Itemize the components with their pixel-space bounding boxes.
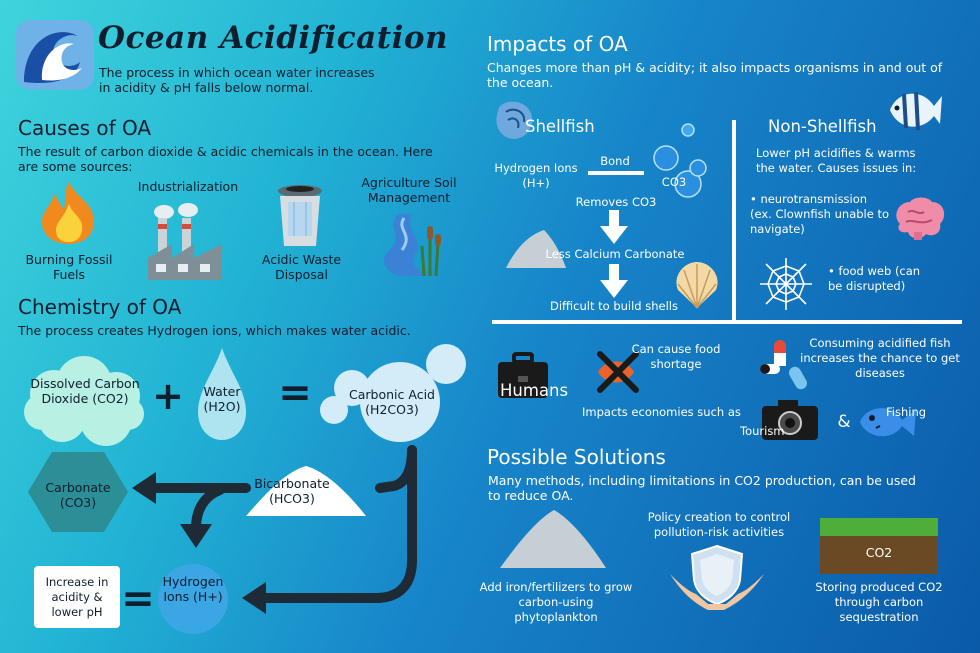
removes-co3-label: Removes CO3 <box>575 195 657 209</box>
policy-solution-label: Policy creation to control pollution-ris… <box>647 510 791 539</box>
bicarbonate-label: Bicarbonate (HCO3) <box>254 476 330 506</box>
briefcase-icon <box>498 352 548 398</box>
neurotransmission-bullet: • neurotransmission (ex. Clownfish unabl… <box>750 192 890 236</box>
impacts-heading: Impacts of OA <box>487 32 628 56</box>
tourism-label: Tourism <box>740 424 785 438</box>
iron-powder-shape <box>500 510 606 568</box>
co2-cloud-shape <box>24 356 144 446</box>
trash-can-icon <box>278 185 322 246</box>
carbonate-hexagon <box>28 452 128 532</box>
river-reeds-icon <box>383 214 441 277</box>
page-title: Ocean Acidification <box>98 20 449 56</box>
brain-icon <box>896 197 945 240</box>
angelfish-icon <box>890 91 942 131</box>
equals-sign: = <box>278 370 312 416</box>
solutions-heading: Possible Solutions <box>487 445 666 469</box>
disease-label: Consuming acidified fish increases the c… <box>800 336 960 380</box>
fire-icon <box>42 182 94 244</box>
iron-solution-label: Add iron/fertilizers to grow carbon-usin… <box>479 580 633 624</box>
source-industrialization: Industrialization <box>137 179 239 194</box>
soil-block-icon <box>820 518 938 574</box>
scallop-shell-icon <box>676 262 718 309</box>
shellfish-hydrogen: Hydrogen Ions (H+) <box>494 161 578 190</box>
storing-solution-label: Storing produced CO2 through carbon sequ… <box>815 580 943 624</box>
co3-bubbles <box>653 123 707 198</box>
co3-label: CO3 <box>661 175 687 189</box>
water-drop-icon <box>198 348 246 440</box>
seashell-icon <box>496 101 533 139</box>
spider-web-icon <box>760 258 812 310</box>
less-calcium-label: Less Calcium Carbonate <box>545 247 685 261</box>
plus-sign: + <box>152 374 184 418</box>
result-box <box>34 566 120 628</box>
carbonic-acid-bubbles <box>320 344 466 442</box>
hydrogen-ion-circle <box>158 564 228 634</box>
co2-label: Dissolved Carbon Dioxide (CO2) <box>30 376 140 406</box>
source-fossil-fuels: Burning Fossil Fuels <box>25 252 113 282</box>
nonshellfish-heading: Non-Shellfish <box>768 117 877 136</box>
source-agriculture: Agriculture Soil Management <box>361 175 457 205</box>
equals-sign-result: = <box>121 576 155 622</box>
solutions-description: Many methods, including limitations in C… <box>488 473 916 503</box>
humans-heading: Humans <box>500 381 569 400</box>
causes-description: The result of carbon dioxide & acidic ch… <box>18 144 433 174</box>
shellfish-heading: Shellfish <box>525 117 595 136</box>
economy-label: Impacts economies such as <box>582 405 741 419</box>
no-fish-icon <box>597 351 639 393</box>
shellfish-flow-arrows <box>600 210 628 298</box>
fishing-label: Fishing <box>886 405 927 419</box>
wave-logo-icon <box>16 20 94 90</box>
factory-icon <box>148 203 222 280</box>
chemistry-description: The process creates Hydrogen ions, which… <box>18 323 411 338</box>
chemistry-heading: Chemistry of OA <box>18 295 182 319</box>
nonshellfish-description: Lower pH acidifies & warms the water. Ca… <box>756 146 917 175</box>
causes-heading: Causes of OA <box>18 116 152 140</box>
water-label: Water (H2O) <box>203 384 241 414</box>
result-label: Increase in acidity & lower pH <box>45 575 109 619</box>
bond-line <box>588 171 644 175</box>
source-waste-disposal: Acidic Waste Disposal <box>261 252 342 282</box>
food-shortage-label: Can cause food shortage <box>631 342 721 371</box>
fish-icon <box>860 408 916 437</box>
pills-icon <box>760 340 807 390</box>
bicarbonate-powder-shape <box>246 466 366 516</box>
hydrogen-ion-label: Hydrogen Ions (H+) <box>162 574 224 604</box>
food-web-bullet: • food web (can be disrupted) <box>828 264 921 293</box>
ampersand: & <box>837 412 851 432</box>
bond-label: Bond <box>600 154 630 168</box>
carbonate-label: Carbonate (CO3) <box>45 480 111 510</box>
co2-storage-label: CO2 <box>865 545 893 560</box>
calcium-powder-shape <box>506 230 566 268</box>
difficult-shells-label: Difficult to build shells <box>549 299 678 313</box>
shield-hands-icon <box>670 544 764 610</box>
page-subtitle: The process in which ocean water increas… <box>99 65 375 95</box>
camera-icon <box>762 400 818 440</box>
impacts-description: Changes more than pH & acidity; it also … <box>487 60 943 90</box>
carbonic-acid-label: Carbonic Acid (H2CO3) <box>349 387 435 417</box>
